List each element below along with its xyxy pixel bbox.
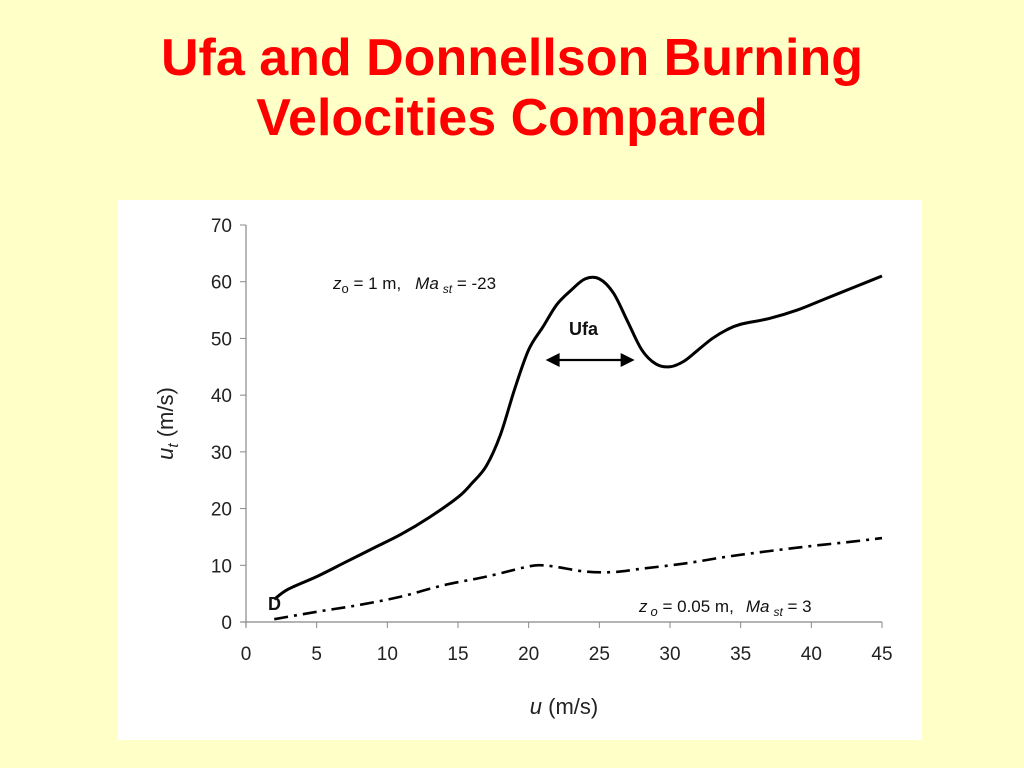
arrow-head-right (620, 353, 635, 367)
axes (241, 225, 882, 627)
slide-title-line-2: Velocities Compared (256, 89, 768, 147)
series-line-ufa (273, 274, 883, 601)
y-ticks: 0 10 20 30 40 50 60 70 (211, 216, 246, 634)
x-tick-label: 35 (730, 644, 751, 665)
x-tick-label: 10 (377, 644, 398, 665)
burning-velocity-chart: 0 5 10 15 20 25 30 35 40 45 0 10 20 30 40 50 60 70 u (m/… (153, 216, 893, 719)
y-tick-label: 50 (211, 329, 232, 350)
x-axis-title: u (m/s) (530, 694, 598, 719)
y-tick-label: 30 (211, 443, 232, 464)
y-tick-label: 20 (211, 500, 232, 521)
x-tick-label: 25 (589, 644, 610, 665)
y-tick-label: 10 (211, 556, 232, 577)
annotation-ufa-parameters: zo = 1 m, Ma st = -23 (332, 274, 496, 296)
chart-panel: 0 5 10 15 20 25 30 35 40 45 0 10 20 30 40 50 60 70 u (m/… (118, 200, 922, 740)
x-tick-label: 30 (659, 644, 680, 665)
x-tick-label: 5 (311, 644, 322, 665)
y-axis-title: ut (m/s) (153, 387, 182, 460)
d-curve-label: D (268, 594, 281, 614)
x-tick-label: 15 (447, 644, 468, 665)
y-tick-label: 70 (211, 216, 232, 237)
ufa-curve-label: Ufa (569, 319, 599, 339)
x-ticks: 0 5 10 15 20 25 30 35 40 45 (241, 622, 893, 665)
y-tick-label: 0 (221, 613, 232, 634)
y-tick-label: 40 (211, 386, 232, 407)
x-tick-label: 45 (871, 644, 892, 665)
slide-title: Ufa and Donnellson Burning Velocities Co… (0, 28, 1024, 148)
x-tick-label: 20 (518, 644, 539, 665)
x-tick-label: 0 (241, 644, 252, 665)
ufa-double-arrow (545, 353, 635, 367)
series-layer (273, 274, 883, 621)
arrow-head-left (545, 353, 560, 367)
slide-title-line-1: Ufa and Donnellson Burning (161, 29, 863, 87)
y-tick-label: 60 (211, 273, 232, 294)
series-line-d (274, 536, 883, 621)
x-tick-label: 40 (801, 644, 822, 665)
